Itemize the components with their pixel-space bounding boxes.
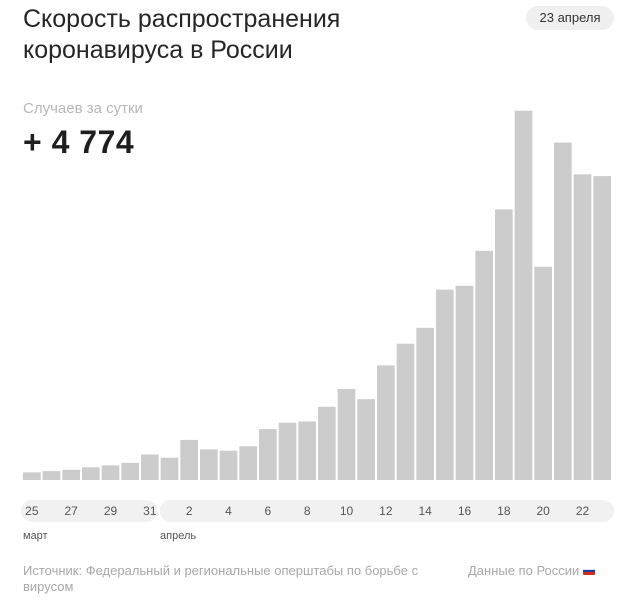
bar-27[interactable] (62, 469, 80, 480)
x-tick-label: 8 (304, 504, 311, 518)
x-tick-label: 2 (186, 504, 193, 518)
bar-17[interactable] (475, 250, 493, 480)
bar-1[interactable] (160, 457, 179, 480)
bar-28[interactable] (82, 467, 100, 480)
bar-19[interactable] (514, 110, 533, 480)
x-tick-label: 14 (418, 504, 432, 518)
x-tick-label: 10 (340, 504, 354, 518)
bar-8[interactable] (298, 421, 316, 480)
x-tick-label: 6 (264, 504, 271, 518)
bar-18[interactable] (495, 209, 513, 481)
bar-4[interactable] (219, 450, 238, 480)
country-selector[interactable]: Данные по России (468, 563, 596, 578)
axis-pill-march (21, 500, 158, 522)
x-tick-label: 29 (104, 504, 118, 518)
date-badge[interactable]: 23 апреля (526, 6, 614, 30)
bar-31[interactable] (141, 454, 159, 480)
x-tick-label: 31 (143, 504, 157, 518)
bar-26[interactable] (42, 471, 61, 480)
bar-9[interactable] (318, 406, 336, 480)
russia-flag-icon (583, 566, 596, 575)
chart-title: Скорость распространения коронавируса в … (23, 5, 341, 64)
bar-21[interactable] (554, 142, 572, 480)
bar-5[interactable] (239, 446, 257, 480)
x-tick-label: 18 (497, 504, 511, 518)
bar-7[interactable] (278, 422, 297, 480)
bar-14[interactable] (416, 327, 434, 480)
x-tick-label: 25 (25, 504, 39, 518)
bar-16[interactable] (455, 285, 474, 480)
x-tick-label: 27 (64, 504, 78, 518)
metric-label: Случаев за сутки (23, 100, 143, 117)
bar-13[interactable] (396, 343, 415, 480)
metric-value: + 4 774 (23, 124, 135, 160)
source-note: Источник: Федеральный и региональные опе… (23, 563, 419, 594)
month-label-march: март (23, 530, 48, 542)
bar-23[interactable] (593, 176, 611, 480)
country-label: Данные по России (468, 563, 580, 578)
x-tick-label: 20 (536, 504, 550, 518)
x-tick-label: 16 (458, 504, 472, 518)
bar-22[interactable] (573, 174, 592, 480)
bar-12[interactable] (377, 365, 395, 480)
bar-30[interactable] (121, 462, 139, 480)
bar-11[interactable] (357, 399, 375, 480)
month-label-april: апрель (160, 530, 197, 542)
axis-pill-april (159, 500, 614, 522)
bar-6[interactable] (259, 429, 277, 480)
bar-29[interactable] (101, 465, 120, 480)
x-tick-label: 4 (225, 504, 232, 518)
x-tick-label: 12 (379, 504, 393, 518)
bar-3[interactable] (200, 449, 218, 480)
bar-25[interactable] (23, 472, 41, 480)
bar-20[interactable] (534, 266, 552, 480)
bar-15[interactable] (436, 289, 454, 480)
bar-10[interactable] (337, 388, 356, 480)
x-tick-label: 22 (576, 504, 590, 518)
bar-2[interactable] (180, 439, 198, 480)
